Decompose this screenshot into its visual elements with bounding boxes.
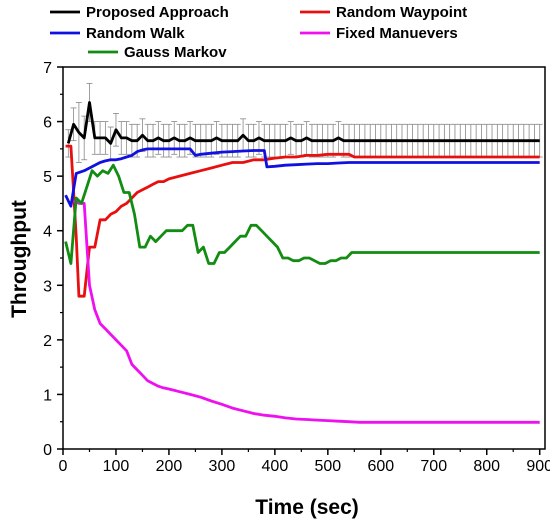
y-tick-label: 2 <box>43 333 52 350</box>
y-tick-label: 3 <box>43 278 52 295</box>
legend-item: Proposed Approach <box>50 4 229 21</box>
axes: 0 100 200 300 400 500 600 700 800 900 0 1 2 3 4 5 6 7 <box>43 60 550 475</box>
legend-item: Gauss Markov <box>88 44 227 61</box>
y-tick-label: 0 <box>43 442 52 459</box>
y-tick-label: 6 <box>43 115 52 132</box>
series-line-proposed-approach <box>66 101 540 145</box>
x-tick-label: 600 <box>367 458 394 475</box>
legend-item: Fixed Manuevers <box>300 25 458 42</box>
x-tick-label: 400 <box>262 458 289 475</box>
y-axis-title: Throughput <box>8 200 31 318</box>
x-tick-label: 0 <box>59 458 68 475</box>
legend-label: Proposed Approach <box>86 4 229 21</box>
y-tick-label: 5 <box>43 169 52 186</box>
series-line-random-waypoint <box>65 144 540 298</box>
x-tick-label: 100 <box>103 458 130 475</box>
series-line-fixed-manuevers <box>72 199 540 424</box>
plot-area <box>64 82 543 424</box>
series-line-random-walk <box>64 147 540 208</box>
y-tick-label: 4 <box>43 224 52 241</box>
legend-item: Random Waypoint <box>300 4 467 21</box>
x-tick-label: 300 <box>209 458 236 475</box>
x-tick-label: 500 <box>314 458 341 475</box>
legend-label: Random Waypoint <box>336 4 467 21</box>
legend-label: Gauss Markov <box>124 44 227 61</box>
x-tick-label: 800 <box>473 458 500 475</box>
x-tick-label: 200 <box>156 458 183 475</box>
x-tick-label: 700 <box>420 458 447 475</box>
x-axis-title: Time (sec) <box>255 496 359 519</box>
legend-label: Random Walk <box>86 25 185 42</box>
series-line-gauss-markov <box>64 163 540 265</box>
legend-item: Random Walk <box>50 25 185 42</box>
x-tick-label: 900 <box>526 458 550 475</box>
legend: Proposed Approach Random Waypoint Random W… <box>50 4 467 61</box>
legend-label: Fixed Manuevers <box>336 25 458 42</box>
y-tick-label: 7 <box>43 60 52 77</box>
y-tick-label: 1 <box>43 387 52 404</box>
